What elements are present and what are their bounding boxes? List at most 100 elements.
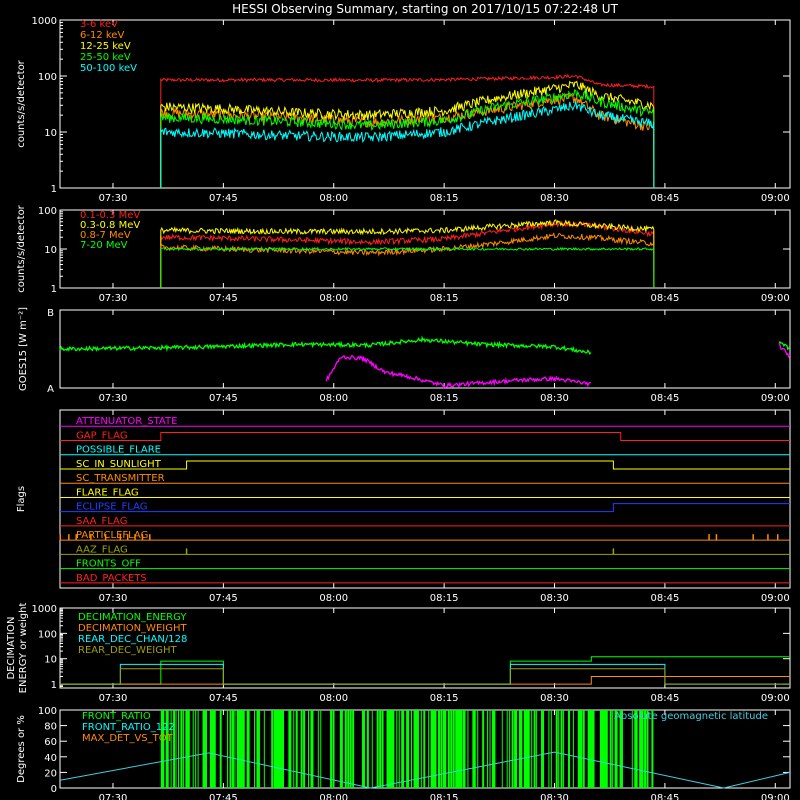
series-decimation-energy (60, 656, 790, 685)
y-axis-label: Flags (16, 486, 27, 512)
front-ratio-bar (185, 710, 189, 788)
front-ratio-bar (396, 710, 398, 788)
front-ratio-bar (406, 710, 410, 788)
front-ratio-bar (450, 710, 453, 788)
front-ratio-bar (599, 710, 603, 788)
front-ratio-bar (614, 710, 618, 788)
front-ratio-bar (420, 710, 422, 788)
front-ratio-bar (550, 710, 552, 788)
y-tick-label: 40 (44, 753, 57, 764)
x-tick-label: 08:15 (430, 693, 459, 704)
y-tick-label: 100 (38, 629, 57, 640)
front-ratio-bar (592, 710, 595, 788)
front-ratio-bar (447, 710, 450, 788)
front-ratio-bar (435, 710, 437, 788)
front-ratio-bar (438, 710, 441, 788)
front-ratio-bar (536, 710, 538, 788)
front-ratio-bar (460, 710, 463, 788)
legend-0-8-7-mev: 0.8-7 MeV (80, 230, 131, 241)
front-ratio-bar (482, 710, 485, 788)
front-ratio-bar (523, 710, 527, 788)
y-axis-label: Degrees or % (16, 715, 27, 783)
y-tick-label: 60 (44, 737, 57, 748)
front-ratio-bar (568, 710, 571, 788)
x-tick-label: 09:00 (761, 393, 790, 404)
y-tick-label: 20 (44, 768, 57, 779)
annotation-geomagnetic-latitude: Absolute geomagnetic latitude (614, 711, 768, 722)
legend-rear-dec-chan-128: REAR_DEC_CHAN/128 (78, 634, 187, 645)
front-ratio-bar (339, 710, 343, 788)
series-0-3-0-8-mev (160, 219, 655, 289)
x-tick-label: 08:45 (650, 293, 679, 304)
front-ratio-bar (278, 710, 282, 788)
x-tick-label: 08:00 (319, 793, 348, 800)
legend-25-50-kev: 25-50 keV (80, 52, 131, 63)
x-tick-label: 08:15 (430, 793, 459, 800)
front-ratio-bar (241, 710, 245, 788)
x-tick-label: 09:00 (761, 593, 790, 604)
front-ratio-bar (619, 710, 623, 788)
panel-xray-high: 07:30 07:45 08:00 08:15 08:30 08:45 09:00 1 10 10… (16, 204, 791, 304)
front-ratio-bar (477, 710, 479, 788)
series-goes-short (325, 354, 592, 389)
flag-label-saa-flag: SAA_FLAG (76, 516, 127, 527)
series-geomagnetic-latitude (59, 751, 791, 789)
front-ratio-bar (256, 710, 260, 788)
series-goes-short (778, 342, 791, 359)
x-tick-label: 09:00 (761, 693, 790, 704)
series-rear-dec-chan-128 (60, 663, 790, 685)
y-tick-label: 1 (51, 680, 57, 691)
panel-frame (59, 409, 791, 589)
series-50-100-kev (160, 100, 655, 189)
flag-label-flare-flag: FLARE_FLAG (76, 487, 139, 498)
y-tick-label: 80 (44, 722, 57, 733)
front-ratio-bar (442, 710, 446, 788)
front-ratio-bar (330, 710, 333, 788)
series-decimation-weight (60, 675, 790, 685)
front-ratio-bar (173, 710, 176, 788)
x-tick-label: 08:30 (540, 293, 569, 304)
y-axis-label: DECIMATION (6, 616, 17, 679)
x-tick-label: 08:15 (430, 193, 459, 204)
y-tick-label: 1 (51, 184, 57, 195)
front-ratio-bar (239, 710, 243, 788)
x-tick-label: 08:00 (319, 193, 348, 204)
front-ratio-bar (332, 710, 335, 788)
flag-label-particleflag: PARTICLEFLAG (76, 530, 148, 541)
front-ratio-bar (219, 710, 222, 788)
front-ratio-bar (491, 710, 495, 788)
front-ratio-bar (209, 710, 213, 788)
flag-label-sc-in-sunlight: SC_IN_SUNLIGHT (76, 459, 162, 470)
front-ratio-bar (609, 710, 612, 788)
front-ratio-bar (254, 710, 256, 788)
front-ratio-bar (423, 710, 426, 788)
front-ratio-bar (258, 710, 260, 788)
front-ratio-bar (428, 710, 430, 788)
y-tick-label: 1000 (32, 604, 57, 615)
front-ratio-bar (489, 710, 491, 788)
front-ratio-bar (587, 710, 591, 788)
x-tick-label: 07:45 (209, 293, 238, 304)
front-ratio-bar (514, 710, 518, 788)
x-tick-label: 08:45 (650, 393, 679, 404)
front-ratio-bar (271, 710, 274, 788)
front-ratio-bar (560, 710, 563, 788)
front-ratio-bar (182, 710, 184, 788)
panel-decimation: 07:30 07:45 08:00 08:15 08:30 08:45 09:00 1 10 10… (6, 603, 791, 704)
x-tick-label: 09:00 (761, 793, 790, 800)
y-tick-label: B (47, 308, 54, 319)
x-tick-label: 08:45 (650, 793, 679, 800)
front-ratio-bar (641, 710, 644, 788)
front-ratio-bar (180, 710, 183, 788)
front-ratio-bar (234, 710, 236, 788)
x-tick-label: 07:30 (99, 793, 128, 800)
y-axis-label: GOES15 [W m⁻²] (18, 307, 29, 391)
series-0-1-0-3-mev (160, 220, 655, 289)
front-ratio-bar (528, 710, 530, 788)
front-ratio-bar (501, 710, 503, 788)
front-ratio-bar (177, 710, 179, 788)
front-ratio-bar (541, 710, 545, 788)
x-tick-label: 07:30 (99, 193, 128, 204)
front-ratio-bar (371, 710, 373, 788)
